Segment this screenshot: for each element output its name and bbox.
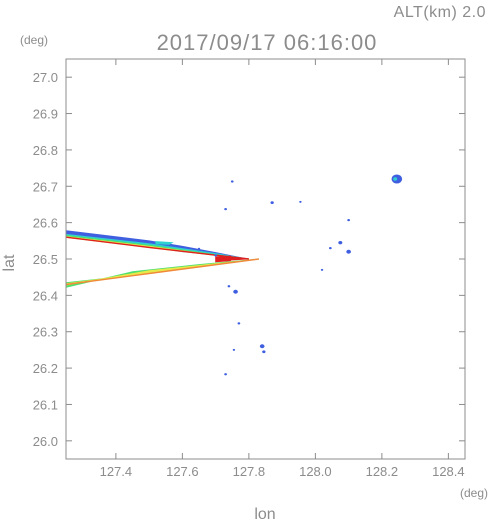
echo-band (215, 255, 232, 263)
y-tick-label: 26.6 (33, 216, 58, 231)
echo-cell (227, 285, 231, 288)
echo-line (65, 236, 249, 260)
x-tick-label: 128.0 (299, 464, 332, 479)
y-axis-unit: (deg) (20, 33, 48, 47)
echo-cell (230, 180, 234, 183)
echo-cell (320, 268, 324, 271)
y-tick-label: 26.8 (33, 143, 58, 158)
echo-cell (262, 350, 266, 354)
echo-cell (224, 208, 227, 211)
y-tick-label: 26.9 (33, 107, 58, 122)
echo-cell (233, 289, 238, 294)
x-tick-label: 127.6 (166, 464, 199, 479)
echo-line (65, 258, 259, 286)
y-tick-label: 27.0 (33, 70, 58, 85)
echo-cell (259, 344, 265, 349)
x-tick-label: 128.2 (366, 464, 399, 479)
echo-cell (393, 177, 398, 181)
altitude-label: ALT(km) 2.0 (394, 4, 486, 21)
echo-cell (347, 218, 350, 222)
echo-cell (329, 246, 332, 250)
x-axis-ticks: 127.4 127.6 127.8 128.0 128.2 128.4 (100, 59, 465, 479)
x-tick-label: 127.8 (233, 464, 266, 479)
x-tick-label: 127.4 (100, 464, 133, 479)
echo-band (155, 241, 174, 245)
x-axis-unit: (deg) (460, 486, 488, 500)
x-tick-label: 128.4 (432, 464, 465, 479)
y-tick-label: 26.4 (33, 288, 58, 303)
y-tick-label: 26.0 (33, 434, 58, 449)
echo-cell (232, 348, 236, 351)
y-tick-label: 26.5 (33, 252, 58, 267)
echo-cell (338, 240, 343, 245)
echo-cell (214, 254, 217, 257)
echo-band (230, 257, 249, 261)
x-axis-label: lon (254, 506, 275, 521)
chart-title: 2017/09/17 06:16:00 (157, 30, 378, 55)
echo-cell (299, 200, 302, 203)
echo-layer (65, 174, 403, 376)
y-tick-label: 26.7 (33, 179, 58, 194)
plot-frame (65, 58, 466, 460)
y-tick-label: 26.2 (33, 361, 58, 376)
echo-cell (237, 322, 241, 325)
y-tick-label: 26.1 (33, 397, 58, 412)
echo-cell (197, 247, 201, 250)
y-tick-label: 26.3 (33, 325, 58, 340)
y-axis-label: lat (1, 254, 18, 271)
echo-cell (270, 201, 274, 205)
y-axis-ticks: 26.0 26.1 26.2 26.3 26.4 26.5 26.6 26.7 26.8 26.9… (33, 70, 465, 449)
echo-cell (224, 373, 227, 376)
echo-cell (346, 249, 351, 254)
